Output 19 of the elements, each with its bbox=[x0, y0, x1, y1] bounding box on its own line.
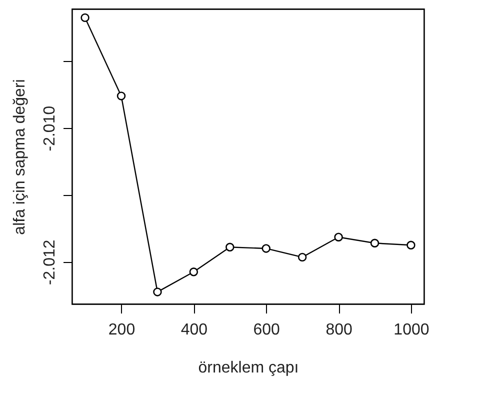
x-tick-label: 600 bbox=[253, 322, 280, 338]
point bbox=[189, 268, 198, 276]
point bbox=[406, 240, 416, 250]
x-tick-label: 1000 bbox=[394, 322, 430, 338]
point bbox=[116, 92, 126, 100]
point bbox=[370, 238, 380, 248]
x-tick-label: 400 bbox=[180, 322, 208, 338]
y-axis-title: alfa için sapma değeri bbox=[12, 79, 28, 235]
x-tick-label: 200 bbox=[108, 322, 136, 338]
point bbox=[334, 232, 343, 242]
point bbox=[153, 288, 162, 296]
point bbox=[226, 242, 234, 252]
x-tick-label: 800 bbox=[326, 322, 352, 338]
point bbox=[262, 244, 270, 253]
point bbox=[298, 252, 307, 262]
point bbox=[80, 13, 90, 22]
y-tick-label: -2.012 bbox=[42, 240, 58, 286]
y-tick-label: -2.010 bbox=[42, 106, 58, 152]
x-axis-title: örneklem çapı bbox=[198, 360, 299, 376]
